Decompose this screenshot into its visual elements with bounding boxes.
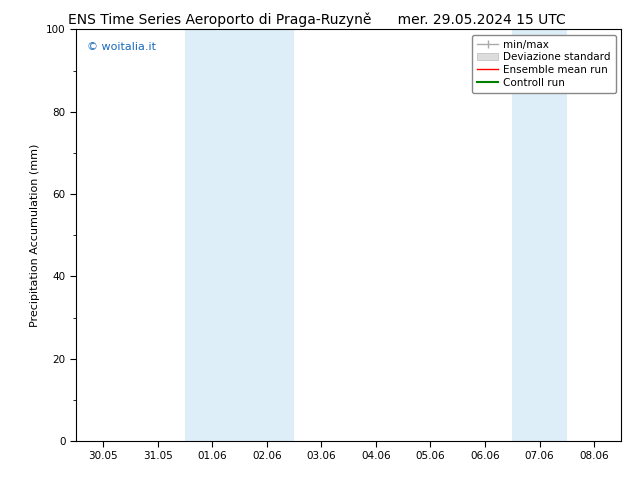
Text: ENS Time Series Aeroporto di Praga-Ruzyně      mer. 29.05.2024 15 UTC: ENS Time Series Aeroporto di Praga-Ruzyn… bbox=[68, 12, 566, 27]
Legend: min/max, Deviazione standard, Ensemble mean run, Controll run: min/max, Deviazione standard, Ensemble m… bbox=[472, 35, 616, 93]
Y-axis label: Precipitation Accumulation (mm): Precipitation Accumulation (mm) bbox=[30, 144, 41, 327]
Bar bbox=[185, 29, 240, 441]
Bar bbox=[512, 29, 567, 441]
Bar bbox=[240, 29, 294, 441]
Text: © woitalia.it: © woitalia.it bbox=[87, 42, 156, 52]
